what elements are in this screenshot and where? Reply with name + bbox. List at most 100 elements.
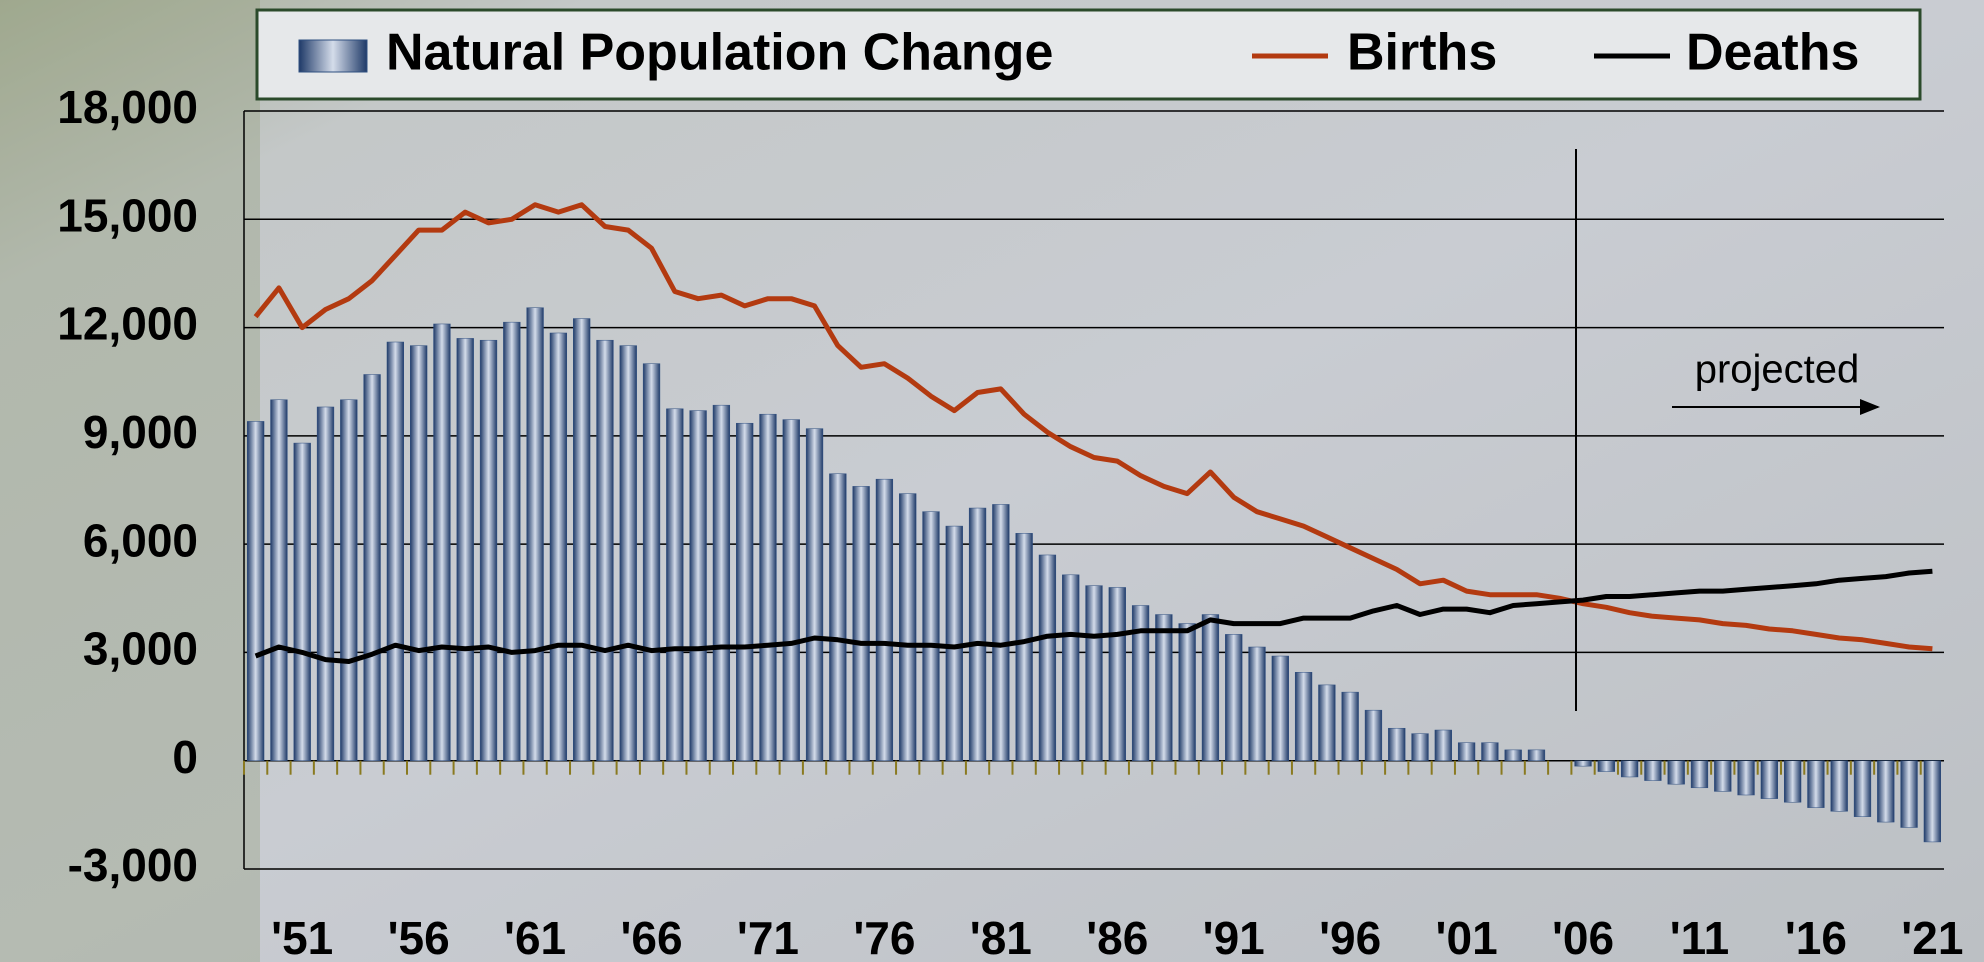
bar [549, 332, 568, 761]
y-tick-label: -3,000 [68, 839, 198, 891]
bar [410, 345, 428, 761]
bar [456, 338, 474, 761]
bar [1667, 760, 1685, 785]
x-tick-label: '06 [1552, 912, 1614, 962]
legend-swatch [298, 39, 368, 73]
y-tick-label: 18,000 [57, 81, 198, 133]
bar [1481, 742, 1499, 761]
bar [573, 318, 591, 761]
bar [1923, 760, 1941, 843]
bar [1900, 760, 1918, 828]
bar [1877, 760, 1895, 823]
y-tick-label: 0 [172, 731, 198, 783]
background-foliage [0, 0, 260, 962]
bar [1434, 729, 1452, 761]
bar [968, 507, 987, 761]
bar [247, 421, 265, 761]
bar [1737, 760, 1755, 796]
line [253, 202, 1933, 652]
x-tick-label: '76 [853, 912, 915, 962]
legend-label: Deaths [1686, 24, 1859, 82]
x-tick-label: '86 [1086, 912, 1148, 962]
bar [503, 321, 521, 761]
bar [1271, 655, 1289, 761]
bar [736, 422, 754, 761]
bar [642, 363, 661, 761]
bar [1318, 684, 1336, 761]
y-tick-label: 12,000 [57, 298, 198, 350]
bar [1574, 760, 1592, 767]
bar [1620, 760, 1639, 778]
bar [1853, 760, 1872, 817]
x-tick-label: '91 [1203, 912, 1265, 962]
x-tick-label: '11 [1670, 912, 1730, 962]
bar [712, 404, 731, 761]
bar [1504, 749, 1522, 761]
x-tick-label: '61 [504, 912, 566, 962]
bar [316, 406, 335, 761]
bar [1225, 634, 1243, 761]
plot: -3,000 0 3,000 6,000 9,000 12,000 15,000 18,000… [57, 81, 1963, 962]
bar [1108, 587, 1126, 761]
bar [1038, 554, 1057, 761]
y-tick-label: 3,000 [83, 623, 198, 675]
x-tick-label: '16 [1785, 912, 1847, 962]
line [254, 568, 1933, 664]
bar [1085, 585, 1103, 761]
y-tick-label: 15,000 [57, 189, 198, 241]
bar [1457, 742, 1476, 761]
bar [829, 473, 847, 761]
bar [479, 339, 498, 761]
bar [1201, 614, 1220, 761]
bar [619, 345, 637, 761]
x-tick-label: '66 [620, 912, 682, 962]
bar [1178, 623, 1196, 761]
bar [1527, 749, 1546, 761]
bar [1714, 760, 1732, 792]
bar [340, 399, 358, 761]
x-tick-label: '56 [388, 912, 450, 962]
bar [922, 511, 940, 761]
bar [1644, 760, 1662, 781]
bar [1690, 760, 1709, 789]
bar [1760, 760, 1778, 799]
bar [805, 428, 824, 761]
bar [526, 307, 544, 761]
bar [945, 525, 963, 761]
bar [1411, 733, 1429, 761]
bar [1388, 727, 1406, 761]
bar [293, 442, 311, 761]
bar [1062, 574, 1080, 761]
bar [1155, 614, 1173, 761]
bar [386, 341, 405, 761]
bar [759, 413, 777, 761]
bar [875, 478, 894, 761]
bar [1783, 760, 1802, 803]
bar [270, 399, 288, 761]
legend-label: Natural Population Change [386, 24, 1053, 82]
annotation: projected [1695, 348, 1860, 392]
x-tick-label: '81 [970, 912, 1032, 962]
bar [666, 408, 684, 761]
bar [689, 410, 707, 761]
bar [363, 374, 381, 761]
bar [992, 504, 1010, 761]
bar [1015, 533, 1033, 761]
legend-label: Births [1347, 24, 1497, 82]
bar [1364, 709, 1383, 761]
bar [782, 419, 800, 761]
bar [1131, 605, 1150, 761]
bar [1830, 760, 1848, 812]
bar [596, 339, 614, 761]
x-tick-label: '51 [271, 912, 333, 962]
bar [433, 323, 451, 761]
bar [852, 486, 870, 761]
bar [1807, 760, 1825, 808]
y-tick-label: 6,000 [83, 514, 198, 566]
y-tick-label: 9,000 [83, 406, 198, 458]
x-tick-label: '71 [737, 912, 799, 962]
x-tick-label: '21 [1901, 912, 1963, 962]
bar [1294, 672, 1313, 761]
